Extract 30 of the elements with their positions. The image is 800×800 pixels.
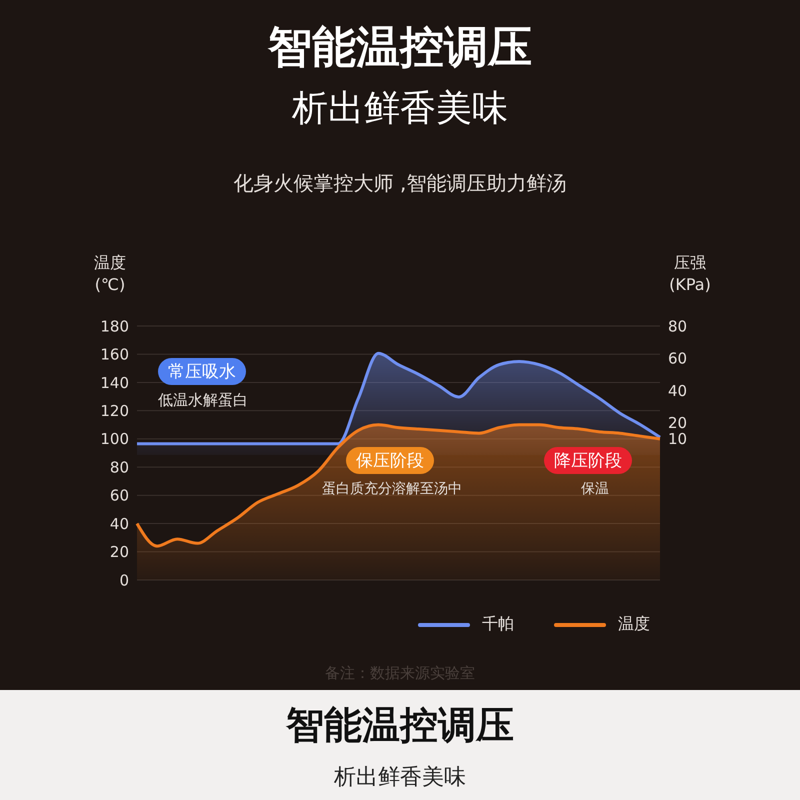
y2-tick-label: 40 [668,382,688,400]
y-tick-label: 80 [110,458,129,476]
annotation: 蛋白质充分溶解至汤中 [322,480,462,498]
text: 化身火候掌控大师 ,智能调压助力鲜汤 [232,170,568,197]
y2-tick-label: 10 [668,430,688,448]
y2-tick-label: 80 [668,317,688,336]
annotation: 低温水解蛋白 [158,391,248,410]
y-tick-label: 180 [100,317,129,336]
text: 析出鲜香美味 [333,764,467,792]
y-tick-label: 120 [100,402,129,420]
y-tick-label: 60 [110,486,129,505]
y-axis-title: 温度 (℃) [93,252,127,296]
annotation: 降压阶段 [544,447,632,474]
y2-tick-label: 20 [668,414,688,432]
y2-tick-label: 60 [668,350,688,368]
legend-label: 千帕 [482,614,514,635]
legend-label: 温度 [618,614,650,635]
y-tick-label: 100 [100,430,129,448]
y-tick-label: 140 [100,374,129,392]
y-tick-label: 20 [110,543,129,562]
chart-title: 智能温控调压 [266,21,533,75]
y2-axis-title: 压强 (KPa) [668,252,712,296]
annotation: 保温 [581,480,609,498]
y-tick-label: 160 [100,346,129,364]
y-tick-label: 40 [110,514,129,533]
annotation: 常压吸水 [158,358,246,385]
text: 智能温控调压 [284,702,515,749]
annotation: 保压阶段 [346,447,434,474]
y-tick-label: 0 [119,571,129,590]
chart-subtitle: 析出鲜香美味 [291,87,509,131]
